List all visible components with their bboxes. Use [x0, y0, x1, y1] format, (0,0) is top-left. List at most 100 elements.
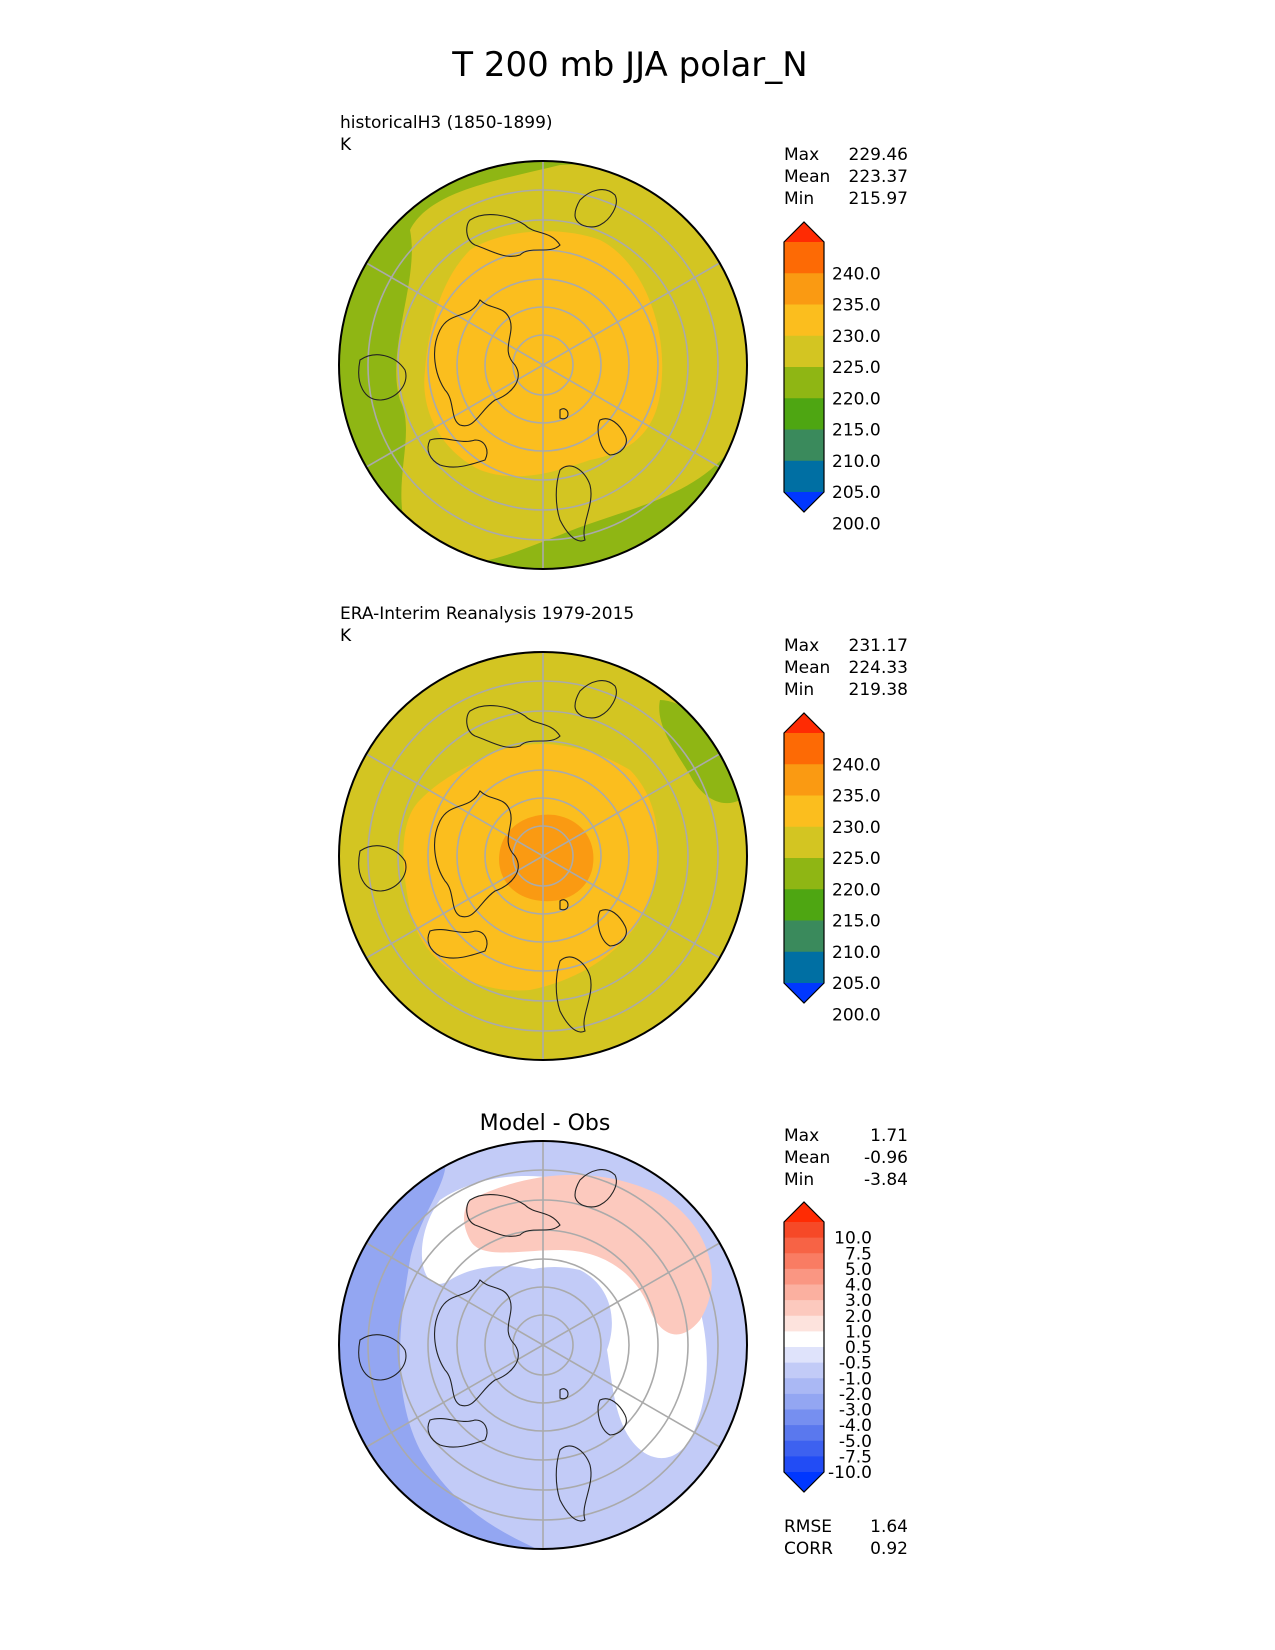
- colorbar-swatch: [784, 1378, 824, 1395]
- colorbar-swatch: [784, 795, 824, 828]
- colorbar-swatch: [784, 889, 824, 921]
- stat-max-value: 229.46: [849, 145, 908, 165]
- colorbar-outline: [783, 1201, 825, 1493]
- stat-max-value: 231.17: [849, 636, 908, 656]
- panel-label-line2: K: [340, 626, 352, 646]
- panel-label-line2: K: [340, 135, 352, 155]
- colorbar-tick-label: 240.0: [832, 755, 881, 775]
- stat-mean-label: Mean: [784, 658, 830, 678]
- coastlines: [358, 680, 627, 1033]
- polar-map-model: [339, 161, 747, 569]
- stat-rmse-label: RMSE: [784, 1517, 832, 1537]
- colorbar-swatch: [784, 1331, 824, 1348]
- panel-obs: ERA-Interim Reanalysis 1979-2015 K Max 2…: [338, 604, 908, 1061]
- colorbar-tick-label: -7.5: [839, 1447, 872, 1467]
- stat-min-value: 215.97: [849, 189, 908, 209]
- colorbar-swatch: [784, 1440, 824, 1457]
- colorbar-model: 240.0 235.0 230.0 225.0 220.0 215.0 210.0 205.0…: [783, 221, 881, 534]
- colorbar-swatch: [784, 1409, 824, 1426]
- colorbar-tick-label: 220.0: [832, 389, 881, 409]
- coastlines: [358, 189, 627, 542]
- stat-rmse-value: 1.64: [870, 1517, 908, 1537]
- stat-corr-value: 0.92: [870, 1539, 908, 1559]
- colorbar-tick-label: 200.0: [832, 514, 881, 534]
- colorbar-extend-top: [784, 222, 824, 242]
- stat-corr-label: CORR: [784, 1539, 833, 1559]
- colorbar-tick-label: 0.5: [845, 1338, 872, 1358]
- stat-mean-value: 223.37: [849, 167, 908, 187]
- colorbar-tick-label: 205.0: [832, 483, 881, 503]
- panel-label-line1: ERA-Interim Reanalysis 1979-2015: [340, 604, 634, 624]
- colorbar-tick-label: 7.5: [845, 1244, 872, 1264]
- colorbar-tick-label: 220.0: [832, 880, 881, 900]
- colorbar-swatch: [784, 826, 824, 859]
- colorbar-swatch: [784, 733, 824, 765]
- stat-min-label: Min: [784, 189, 814, 209]
- colorbar-tick-label: 235.0: [832, 296, 881, 316]
- stat-max-label: Max: [784, 145, 819, 165]
- stat-mean-value: -0.96: [864, 1148, 908, 1168]
- colorbar-swatch: [784, 335, 824, 368]
- polar-map-diff: [339, 1141, 747, 1549]
- stat-min-label: Min: [784, 680, 814, 700]
- stat-max-label: Max: [784, 1126, 819, 1146]
- colorbar-swatch: [784, 460, 824, 493]
- meridian-line: [360, 259, 726, 471]
- colorbar-swatch: [784, 273, 824, 305]
- stat-max-value: 1.71: [870, 1126, 908, 1146]
- colorbar-extend-bottom: [784, 492, 824, 512]
- colorbar-tick-label: 5.0: [845, 1260, 872, 1280]
- colorbar-obs: 240.0 235.0 230.0 225.0 220.0 215.0 210.0 205.0…: [783, 712, 881, 1025]
- colorbar-tick-label: -10.0: [828, 1463, 872, 1483]
- map-border: [338, 160, 748, 570]
- colorbar-tick-label: 210.0: [832, 943, 881, 963]
- colorbar-extend-top: [784, 713, 824, 733]
- field-level-neg3: [339, 1150, 560, 1549]
- map-border: [338, 651, 748, 1061]
- colorbar-swatch: [784, 1425, 824, 1442]
- colorbar-tick-label: -1.0: [839, 1369, 872, 1389]
- colorbar-swatch: [784, 367, 824, 399]
- colorbar-swatch: [784, 1222, 824, 1239]
- colorbar-swatch: [784, 1456, 824, 1473]
- colorbar-swatch: [784, 951, 824, 984]
- coastlines: [358, 1169, 627, 1522]
- stat-mean-label: Mean: [784, 1148, 830, 1168]
- panel-model: historicalH3 (1850-1899) K Max 229.46 Me…: [338, 113, 908, 570]
- colorbar-swatch: [784, 429, 824, 462]
- stat-min-value: 219.38: [849, 680, 908, 700]
- colorbar-extend-bottom: [784, 1472, 824, 1492]
- map-border: [338, 1140, 748, 1550]
- colorbar-tick-label: 210.0: [832, 452, 881, 472]
- colorbar-swatch: [784, 1284, 824, 1301]
- stat-mean-value: 224.33: [849, 658, 908, 678]
- colorbar-swatch: [784, 1237, 824, 1254]
- figure-title: T 200 mb JJA polar_N: [451, 45, 807, 85]
- colorbar-tick-label: 215.0: [832, 912, 881, 932]
- colorbar-tick-label: -0.5: [839, 1354, 872, 1374]
- graticule: [360, 652, 726, 1060]
- colorbar-tick-label: 3.0: [845, 1291, 872, 1311]
- meridian-line: [360, 1239, 726, 1451]
- colorbar-swatch: [784, 1253, 824, 1270]
- colorbar-swatch: [784, 398, 824, 430]
- colorbar-swatch: [784, 304, 824, 337]
- colorbar-swatch: [784, 1300, 824, 1317]
- colorbar-tick-label: 230.0: [832, 818, 881, 838]
- panel-title: Model - Obs: [480, 1111, 611, 1136]
- colorbar-swatch: [784, 242, 824, 274]
- colorbar-tick-label: 225.0: [832, 849, 881, 869]
- stat-min-label: Min: [784, 1170, 814, 1190]
- colorbar-swatch: [784, 920, 824, 953]
- colorbar-tick-label: -5.0: [839, 1432, 872, 1452]
- colorbar-tick-label: -4.0: [839, 1416, 872, 1436]
- colorbar-tick-label: 200.0: [832, 1005, 881, 1025]
- graticule: [360, 1141, 726, 1549]
- colorbar-tick-label: 2.0: [845, 1307, 872, 1327]
- stat-min-value: -3.84: [864, 1170, 908, 1190]
- stat-max-label: Max: [784, 636, 819, 656]
- meridian-line: [360, 750, 726, 962]
- colorbar-diff: 10.07.55.04.03.02.01.00.5-0.5-1.0-2.0-3.…: [783, 1201, 872, 1493]
- colorbar-swatch: [784, 1347, 824, 1364]
